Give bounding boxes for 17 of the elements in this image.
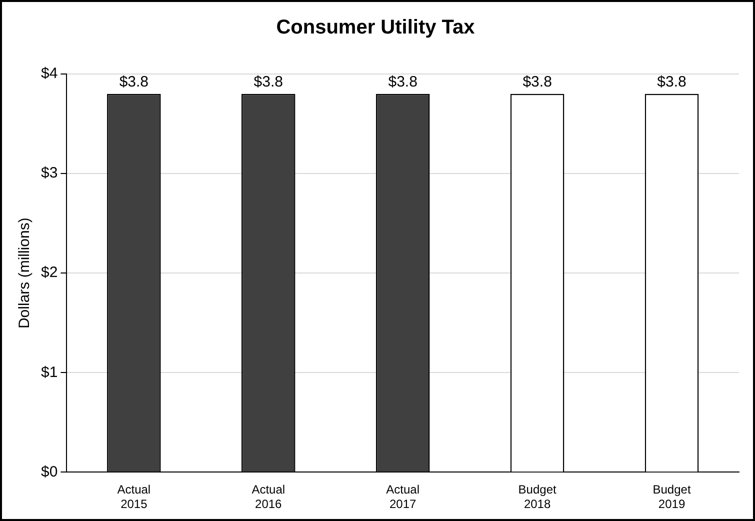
data-label: $3.8 bbox=[388, 74, 418, 91]
data-label: $3.8 bbox=[119, 74, 149, 91]
x-tick-label: Budget 2018 bbox=[518, 482, 557, 512]
data-label: $3.8 bbox=[657, 74, 686, 91]
y-tick-label: $1 bbox=[40, 364, 58, 381]
chart-title: Consumer Utility Tax bbox=[276, 16, 475, 39]
x-tick-label: Actual 2017 bbox=[386, 482, 420, 512]
x-tick-label: Budget 2019 bbox=[652, 482, 692, 512]
y-tick-label: $3 bbox=[40, 164, 58, 182]
data-label: $3.8 bbox=[522, 74, 552, 91]
y-tick-label: $4 bbox=[40, 65, 58, 82]
x-tick-label: Actual 2015 bbox=[117, 482, 151, 512]
y-tick-label: $2 bbox=[40, 264, 58, 282]
x-tick-label: Actual 2016 bbox=[252, 482, 286, 512]
y-tick-label: $0 bbox=[40, 463, 58, 480]
data-label: $3.8 bbox=[254, 74, 283, 91]
y-axis-title: Dollars (millions) bbox=[16, 218, 34, 329]
